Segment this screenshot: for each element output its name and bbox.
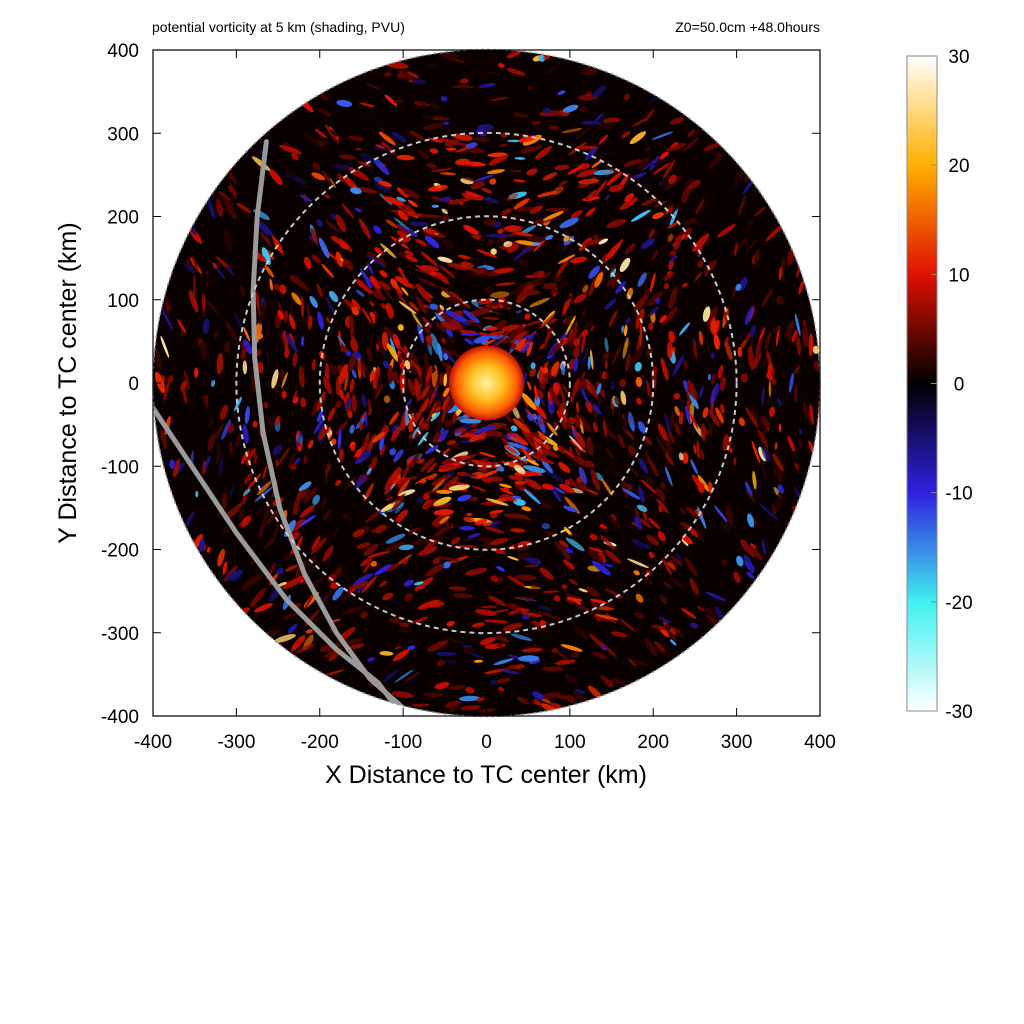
- x-tick-label: 400: [804, 732, 836, 753]
- colorbar-tick-label: -10: [945, 484, 972, 505]
- pv-heatmap: [153, 49, 820, 717]
- x-tick-label: -100: [384, 732, 422, 753]
- x-tick-label: 100: [554, 732, 586, 753]
- colorbar-tick-label: 30: [948, 47, 969, 68]
- x-tick-label: 300: [721, 732, 753, 753]
- x-tick-label: -300: [217, 732, 255, 753]
- y-tick-label: 400: [107, 41, 139, 62]
- coastline-1: [250, 139, 410, 715]
- y-tick-label: 200: [107, 208, 139, 229]
- colorbar-tick-label: 20: [948, 156, 969, 177]
- x-tick-label: -400: [134, 732, 172, 753]
- x-axis-label: X Distance to TC center (km): [325, 761, 647, 789]
- colorbar-tick-label: -20: [945, 593, 972, 614]
- y-tick-label: 0: [128, 374, 139, 395]
- y-tick-label: -100: [101, 457, 139, 478]
- y-tick-label: 100: [107, 291, 139, 312]
- x-tick-label: -200: [301, 732, 339, 753]
- axis-ticks: -400 -300 -200 -100 0 100 200 300 400 400 300 200 10…: [101, 41, 836, 753]
- coastline-2: [153, 405, 406, 717]
- colorbar-tick-label: -30: [945, 702, 972, 723]
- range-rings: [235, 131, 738, 635]
- x-tick-label: 200: [637, 732, 669, 753]
- colorbar-tick-label: 10: [948, 265, 969, 286]
- colorbar-tick-label: 0: [954, 375, 965, 396]
- high-pv-core: [448, 345, 525, 421]
- y-tick-label: -200: [101, 541, 139, 562]
- y-axis-label: Y Distance to TC center (km): [54, 222, 82, 543]
- chart-title: potential vorticity at 5 km (shading, PV…: [152, 19, 405, 35]
- coastlines: [153, 139, 410, 717]
- x-tick-label: 0: [481, 732, 492, 753]
- range-ring: [402, 298, 571, 468]
- y-tick-label: 300: [107, 124, 139, 145]
- colorbar-ticks: 30 20 10 0 -10 -20 -30: [931, 47, 973, 723]
- range-ring: [318, 215, 655, 551]
- y-tick-label: -400: [101, 707, 139, 728]
- run-info-label: Z0=50.0cm +48.0hours: [675, 19, 820, 35]
- range-ring: [235, 131, 738, 635]
- y-tick-label: -300: [101, 624, 139, 645]
